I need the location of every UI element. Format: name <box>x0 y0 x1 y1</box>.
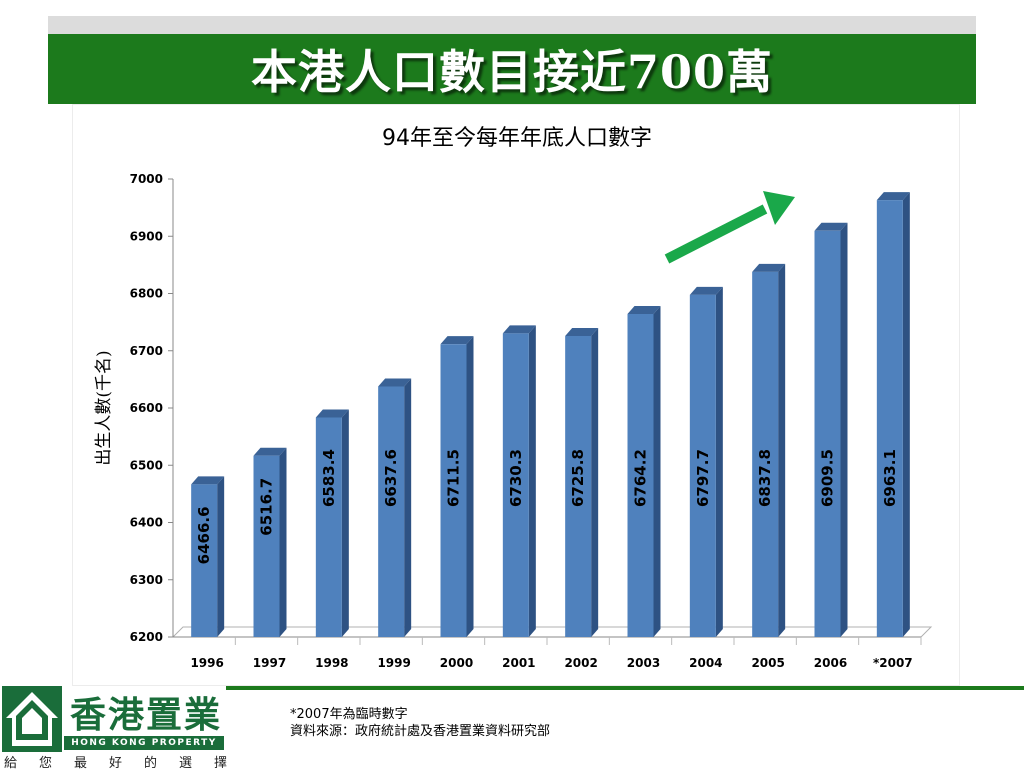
data-source: 資料來源：政府統計處及香港置業資料研究部 <box>290 724 551 739</box>
bar-side <box>279 447 287 637</box>
bar <box>191 484 218 637</box>
bar <box>689 294 716 637</box>
x-tick-label: 1998 <box>315 656 348 670</box>
bar-side <box>902 192 910 637</box>
y-tick-label: 6800 <box>130 287 163 301</box>
data-label: 6466.6 <box>195 506 213 564</box>
y-tick-label: 7000 <box>130 172 163 186</box>
bar-top <box>315 409 349 418</box>
bar-side <box>840 222 848 637</box>
data-label: 6516.7 <box>258 478 276 536</box>
data-label: 6837.8 <box>756 449 774 507</box>
bar-side <box>715 286 723 637</box>
bar-top <box>253 447 287 456</box>
x-tick-label: 2006 <box>814 656 847 670</box>
company-logo: 香港置業 HONG KONG PROPERTY 給您最好的選擇 <box>0 684 250 771</box>
data-label: 6909.5 <box>819 449 837 507</box>
footnote: *2007年為臨時數字 資料來源：政府統計處及香港置業資料研究部 <box>290 706 550 740</box>
bar-side <box>528 325 536 637</box>
x-tick-label: 2005 <box>751 656 784 670</box>
logo-chinese-name: 香港置業 <box>70 694 223 736</box>
bar-top <box>814 222 848 231</box>
bar <box>502 333 529 637</box>
bar-side <box>653 305 661 637</box>
bar <box>814 230 841 637</box>
bar-top <box>502 325 536 334</box>
x-tick-label: 1999 <box>377 656 410 670</box>
data-label: 6764.2 <box>632 449 650 507</box>
bar-top <box>752 263 786 272</box>
bar <box>253 455 280 637</box>
chart-title: 94年至今每年年底人口數字 <box>382 126 652 151</box>
bar-side <box>466 336 474 637</box>
data-label: 6711.5 <box>445 449 463 507</box>
bar-top <box>689 286 723 295</box>
data-label: 6797.7 <box>694 449 712 507</box>
chart-panel: 94年至今每年年底人口數字出生人數(千名) 6200 6300 6400 6500 660… <box>72 104 960 686</box>
bar-side <box>591 327 599 637</box>
data-label: 6725.8 <box>569 449 587 507</box>
house-logo-icon <box>2 686 62 752</box>
bar-side <box>778 263 786 637</box>
x-tick-label: 1996 <box>190 656 223 670</box>
bar-top <box>876 192 910 201</box>
x-tick-label: 2002 <box>564 656 597 670</box>
provisional-note: *2007年為臨時數字 <box>290 707 408 722</box>
y-tick-label: 6600 <box>130 401 163 415</box>
y-tick-label: 6700 <box>130 344 163 358</box>
logo-slogan: 給您最好的選擇 <box>4 756 250 771</box>
bar <box>627 313 654 637</box>
title-banner: 本港人口數目接近700萬 <box>48 34 976 104</box>
logo-english-name: HONG KONG PROPERTY <box>71 738 217 748</box>
bar <box>378 386 405 637</box>
bar <box>440 344 467 637</box>
bar <box>565 335 592 637</box>
y-tick-label: 6300 <box>130 573 163 587</box>
bar-top <box>440 336 474 345</box>
bar-side <box>404 378 412 637</box>
bar <box>315 417 342 637</box>
trend-arrow-head <box>763 191 795 225</box>
x-tick-label: 2001 <box>502 656 535 670</box>
data-label: 6730.3 <box>507 449 525 507</box>
bar-side <box>341 409 349 637</box>
top-strip <box>48 16 976 34</box>
x-tick-label: 2004 <box>689 656 722 670</box>
bar-top <box>565 327 599 336</box>
bar <box>752 271 779 637</box>
bar-side <box>217 476 225 637</box>
x-tick-label: 2003 <box>627 656 660 670</box>
bar <box>876 200 903 637</box>
bar-top <box>378 378 412 387</box>
data-label: 6963.1 <box>881 449 899 507</box>
x-tick-label: *2007 <box>873 656 913 670</box>
trend-arrow-shaft <box>664 204 768 264</box>
bar-top <box>627 305 661 314</box>
x-tick-label: 1997 <box>253 656 286 670</box>
bar-top <box>191 476 225 485</box>
x-tick-label: 2000 <box>440 656 473 670</box>
data-label: 6583.4 <box>320 449 338 507</box>
y-tick-label: 6200 <box>130 630 163 644</box>
y-tick-label: 6900 <box>130 229 163 243</box>
logo-english-bar: HONG KONG PROPERTY <box>64 736 224 750</box>
footer-divider <box>226 686 1024 690</box>
data-label: 6637.6 <box>382 449 400 507</box>
y-tick-label: 6500 <box>130 458 163 472</box>
page-title: 本港人口數目接近700萬 <box>250 45 774 99</box>
y-axis-label: 出生人數(千名) <box>94 350 114 465</box>
y-tick-label: 6400 <box>130 516 163 530</box>
